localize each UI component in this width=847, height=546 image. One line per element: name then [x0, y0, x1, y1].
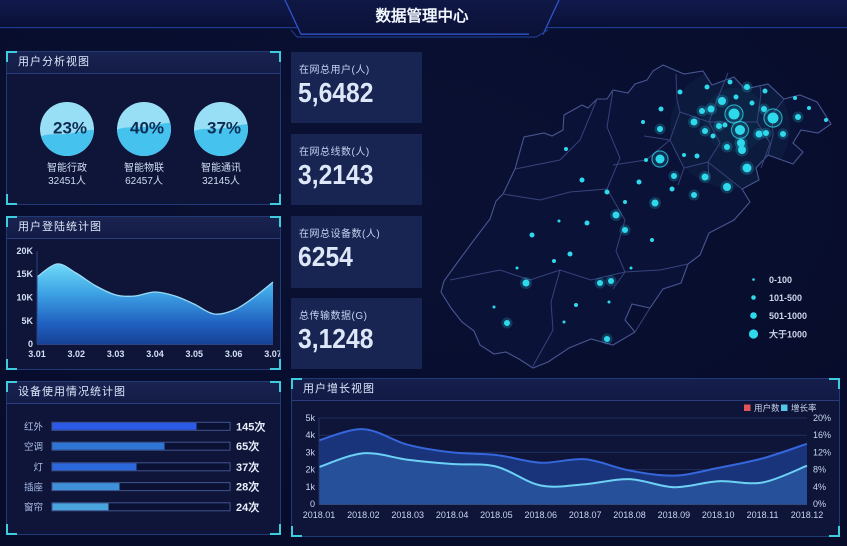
svg-text:4k: 4k — [305, 430, 315, 440]
svg-text:数据管理中心: 数据管理中心 — [375, 6, 469, 25]
svg-text:插座: 插座 — [24, 481, 44, 493]
svg-text:0%: 0% — [813, 499, 826, 509]
svg-text:15K: 15K — [16, 269, 33, 279]
svg-text:28次: 28次 — [236, 480, 259, 494]
svg-text:1k: 1k — [305, 482, 315, 492]
svg-text:24次: 24次 — [236, 500, 259, 514]
svg-text:2018.02: 2018.02 — [347, 510, 380, 520]
svg-text:23%: 23% — [53, 119, 87, 138]
svg-text:5K: 5K — [21, 316, 33, 326]
svg-text:3.04: 3.04 — [146, 349, 164, 359]
svg-text:37次: 37次 — [236, 460, 259, 474]
svg-text:0: 0 — [310, 499, 315, 509]
svg-text:62457人: 62457人 — [125, 175, 163, 187]
svg-text:10K: 10K — [16, 293, 33, 303]
svg-text:65次: 65次 — [236, 439, 259, 453]
svg-text:3.05: 3.05 — [186, 349, 204, 359]
svg-text:2018.12: 2018.12 — [791, 510, 824, 520]
svg-text:12%: 12% — [813, 447, 831, 457]
svg-text:0-100: 0-100 — [769, 275, 792, 285]
svg-text:用户数: 用户数 — [754, 403, 780, 413]
svg-text:3.01: 3.01 — [28, 349, 46, 359]
svg-text:2018.06: 2018.06 — [525, 510, 558, 520]
svg-text:2018.01: 2018.01 — [303, 510, 336, 520]
svg-text:3.07: 3.07 — [264, 349, 280, 359]
svg-text:4%: 4% — [813, 482, 826, 492]
svg-text:40%: 40% — [130, 119, 164, 138]
svg-text:20K: 20K — [16, 246, 33, 256]
svg-text:2018.03: 2018.03 — [391, 510, 424, 520]
svg-text:8%: 8% — [813, 465, 826, 475]
svg-text:3.02: 3.02 — [68, 349, 86, 359]
svg-text:红外: 红外 — [24, 421, 44, 433]
svg-text:0: 0 — [28, 339, 33, 349]
svg-text:3k: 3k — [305, 447, 315, 457]
svg-text:501-1000: 501-1000 — [769, 311, 807, 321]
svg-text:灯: 灯 — [33, 463, 43, 474]
svg-text:大于1000: 大于1000 — [769, 329, 807, 340]
svg-text:3.03: 3.03 — [107, 349, 125, 359]
svg-text:2018.10: 2018.10 — [702, 510, 735, 520]
svg-text:智能行政: 智能行政 — [47, 161, 87, 174]
svg-text:2018.05: 2018.05 — [480, 510, 513, 520]
svg-text:智能通讯: 智能通讯 — [201, 161, 241, 174]
svg-text:16%: 16% — [813, 430, 831, 440]
svg-text:2k: 2k — [305, 465, 315, 475]
svg-text:32451人: 32451人 — [48, 175, 86, 187]
svg-text:3.06: 3.06 — [225, 349, 243, 359]
svg-text:37%: 37% — [207, 119, 241, 138]
svg-text:智能物联: 智能物联 — [124, 161, 164, 174]
svg-text:空调: 空调 — [24, 441, 43, 453]
svg-text:145次: 145次 — [236, 419, 265, 433]
svg-text:窗帘: 窗帘 — [24, 502, 43, 514]
svg-text:增长率: 增长率 — [791, 403, 817, 413]
svg-text:2018.04: 2018.04 — [436, 510, 469, 520]
svg-text:2018.07: 2018.07 — [569, 510, 602, 520]
svg-text:5k: 5k — [305, 413, 315, 423]
svg-text:32145人: 32145人 — [202, 175, 240, 187]
svg-text:2018.09: 2018.09 — [658, 510, 691, 520]
svg-text:2018.08: 2018.08 — [613, 510, 646, 520]
svg-text:101-500: 101-500 — [769, 293, 802, 303]
svg-text:2018.11: 2018.11 — [747, 510, 779, 520]
svg-text:20%: 20% — [813, 413, 831, 423]
